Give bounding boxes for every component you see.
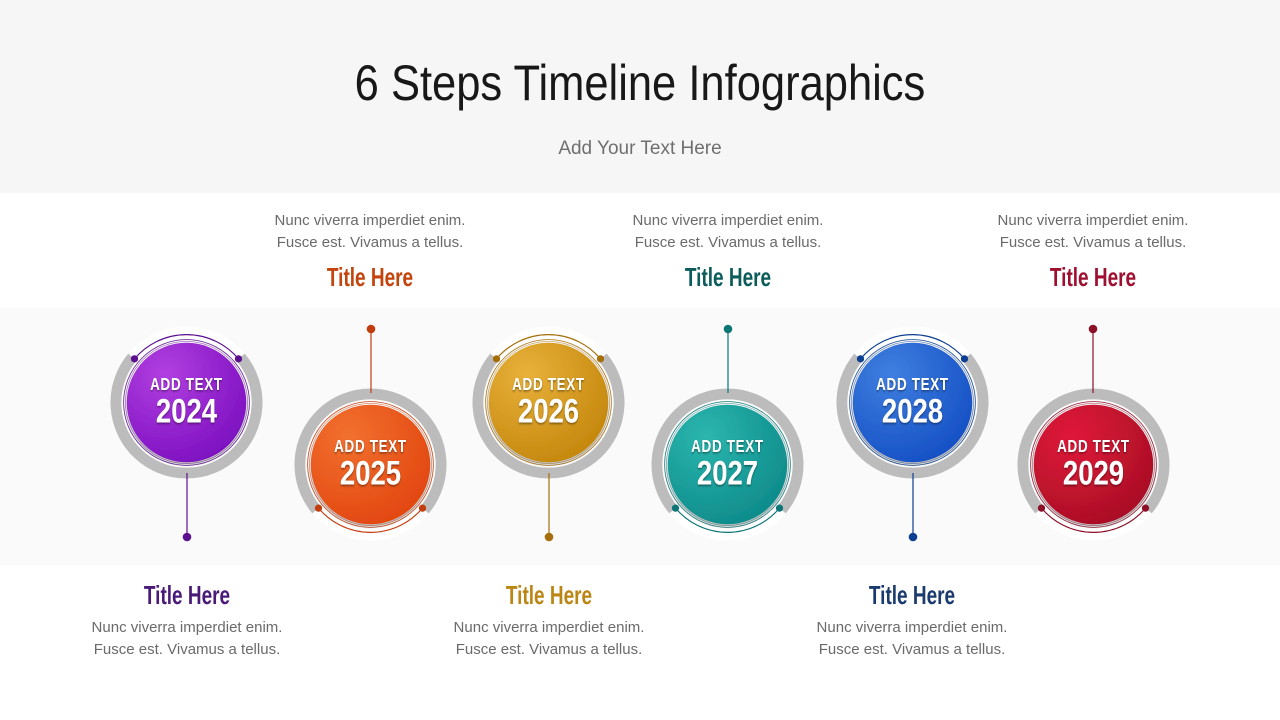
svg-text:2024: 2024	[156, 391, 218, 430]
svg-text:2028: 2028	[882, 391, 943, 430]
svg-text:2025: 2025	[340, 453, 401, 492]
svg-text:2026: 2026	[518, 391, 579, 430]
svg-text:2029: 2029	[1063, 453, 1124, 492]
svg-text:2027: 2027	[697, 453, 758, 492]
